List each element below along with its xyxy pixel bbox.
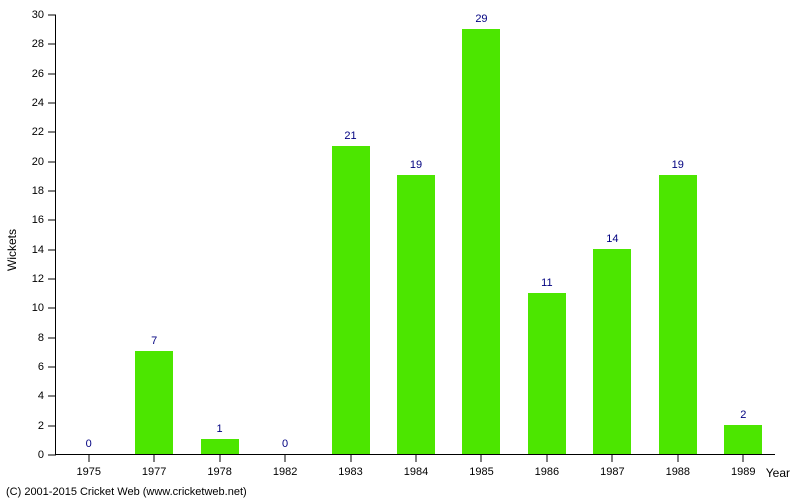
- y-tick-label: 28: [32, 38, 44, 50]
- y-tick: [48, 455, 56, 456]
- y-tick: [48, 396, 56, 397]
- y-tick: [48, 44, 56, 45]
- bar-value-label: 0: [86, 438, 92, 450]
- x-tick-label: 1975: [76, 466, 100, 478]
- x-axis-label: Year: [766, 466, 790, 480]
- bar: 7: [135, 351, 173, 454]
- bar-value-label: 14: [606, 233, 618, 245]
- bar: 21: [332, 146, 370, 454]
- y-tick: [48, 249, 56, 250]
- plot-area: 0246810121416182022242628301975019777197…: [55, 15, 775, 455]
- bar-value-label: 21: [344, 130, 356, 142]
- y-tick-label: 26: [32, 68, 44, 80]
- y-tick: [48, 191, 56, 192]
- copyright-text: (C) 2001-2015 Cricket Web (www.cricketwe…: [6, 486, 247, 498]
- y-tick: [48, 279, 56, 280]
- bar: 14: [593, 249, 631, 454]
- bar-value-label: 7: [151, 335, 157, 347]
- x-tick-label: 1985: [469, 466, 493, 478]
- chart-container: 0246810121416182022242628301975019777197…: [0, 0, 800, 500]
- x-tick: [612, 454, 613, 462]
- y-tick: [48, 367, 56, 368]
- x-tick-label: 1989: [731, 466, 755, 478]
- x-tick-label: 1983: [338, 466, 362, 478]
- x-tick-label: 1977: [142, 466, 166, 478]
- y-tick: [48, 132, 56, 133]
- x-tick: [743, 454, 744, 462]
- y-tick-label: 18: [32, 185, 44, 197]
- y-tick-label: 2: [38, 420, 44, 432]
- y-tick: [48, 15, 56, 16]
- bar: 19: [397, 175, 435, 454]
- x-tick-label: 1978: [207, 466, 231, 478]
- x-tick: [219, 454, 220, 462]
- y-tick-label: 22: [32, 126, 44, 138]
- y-tick-label: 6: [38, 361, 44, 373]
- y-tick: [48, 308, 56, 309]
- y-tick-label: 16: [32, 214, 44, 226]
- bar-value-label: 2: [740, 409, 746, 421]
- y-tick-label: 4: [38, 390, 44, 402]
- y-tick-label: 14: [32, 244, 44, 256]
- x-tick-label: 1987: [600, 466, 624, 478]
- x-tick-label: 1982: [273, 466, 297, 478]
- x-tick: [88, 454, 89, 462]
- y-tick-label: 30: [32, 9, 44, 21]
- bar-value-label: 11: [541, 277, 552, 289]
- y-tick-label: 24: [32, 97, 44, 109]
- x-tick-label: 1986: [535, 466, 559, 478]
- y-tick-label: 10: [32, 302, 44, 314]
- bar-value-label: 19: [410, 159, 422, 171]
- x-tick: [546, 454, 547, 462]
- bar-value-label: 19: [672, 159, 684, 171]
- x-tick-label: 1984: [404, 466, 428, 478]
- bar: 19: [659, 175, 697, 454]
- x-tick-label: 1988: [666, 466, 690, 478]
- y-tick: [48, 73, 56, 74]
- x-tick: [350, 454, 351, 462]
- y-tick: [48, 220, 56, 221]
- y-tick-label: 0: [38, 449, 44, 461]
- bar: 1: [201, 439, 239, 454]
- x-tick: [416, 454, 417, 462]
- x-tick: [677, 454, 678, 462]
- y-tick-label: 12: [32, 273, 44, 285]
- y-tick-label: 20: [32, 156, 44, 168]
- y-tick: [48, 103, 56, 104]
- bar-value-label: 0: [282, 438, 288, 450]
- y-axis-label: Wickets: [5, 229, 19, 271]
- x-tick: [154, 454, 155, 462]
- bar: 29: [462, 29, 500, 454]
- y-tick: [48, 161, 56, 162]
- y-tick: [48, 337, 56, 338]
- bar: 11: [528, 293, 566, 454]
- bar: 2: [724, 425, 762, 454]
- y-tick-label: 8: [38, 332, 44, 344]
- bar-value-label: 29: [475, 13, 487, 25]
- x-tick: [285, 454, 286, 462]
- y-tick: [48, 425, 56, 426]
- bar-value-label: 1: [217, 423, 223, 435]
- x-tick: [481, 454, 482, 462]
